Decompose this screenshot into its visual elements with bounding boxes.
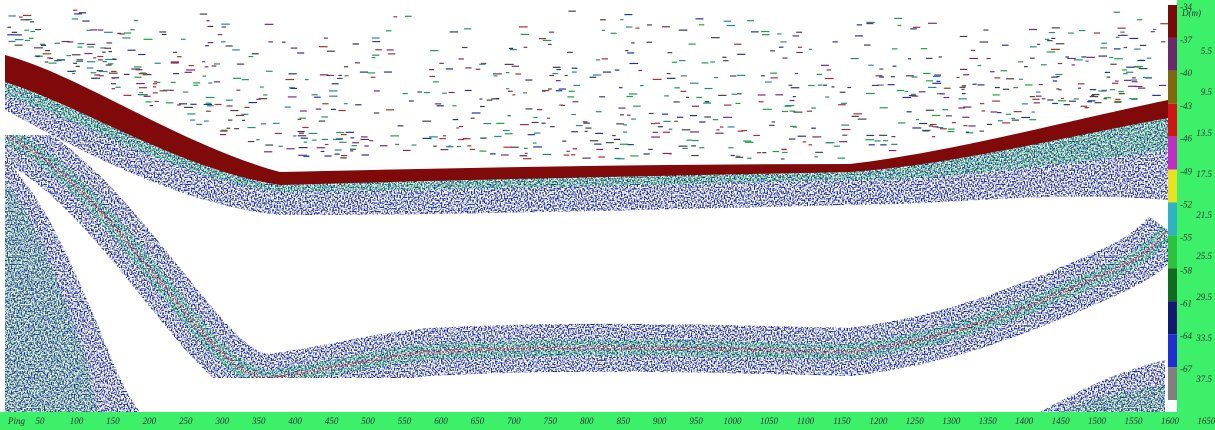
x-tick-label: 950 (689, 416, 703, 426)
x-tick-label: 600 (434, 416, 448, 426)
x-tick-label: 1150 (833, 416, 851, 426)
depth-tick-label: 25.5 (1196, 251, 1212, 261)
color-segment (1168, 268, 1177, 301)
x-tick-label: 500 (361, 416, 375, 426)
color-segment (1168, 137, 1177, 170)
x-tick-label: 1100 (797, 416, 815, 426)
x-tick-label: 1500 (1088, 416, 1107, 426)
color-scale-label: -49 (1180, 167, 1192, 177)
x-tick-label: 750 (544, 416, 558, 426)
x-tick-label: 350 (251, 416, 266, 426)
depth-tick-label: 21.5 (1196, 210, 1212, 220)
color-segment (1168, 367, 1177, 400)
depth-tick-label: 13.5 (1196, 128, 1212, 138)
x-tick-label: 800 (580, 416, 594, 426)
x-tick-label: 300 (215, 416, 230, 426)
x-tick-label: 1050 (760, 416, 779, 426)
color-scale-label: -40 (1180, 68, 1192, 78)
x-tick-label: 100 (70, 416, 84, 426)
echogram-window: Ping D(m) 501001502002503003504004505005… (0, 0, 1215, 430)
x-tick-label: 1650 (1197, 416, 1215, 426)
color-segment (1168, 5, 1177, 38)
x-tick-label: 200 (143, 416, 157, 426)
x-tick-label: 1450 (1052, 416, 1071, 426)
x-tick-label: 1600 (1161, 416, 1180, 426)
color-segment (1168, 104, 1177, 137)
x-tick-label: 650 (471, 416, 485, 426)
depth-tick-label: 29.5 (1196, 292, 1212, 302)
x-tick-label: 1300 (942, 416, 961, 426)
depth-tick-label: 5.5 (1201, 46, 1213, 56)
x-tick-label: 1550 (1125, 416, 1144, 426)
x-tick-label: 900 (653, 416, 667, 426)
x-tick-label: 1000 (724, 416, 743, 426)
x-tick-label: 1200 (869, 416, 888, 426)
color-scale-label: -61 (1180, 298, 1192, 308)
x-tick-label: 50 (36, 416, 46, 426)
color-segment (1168, 334, 1177, 367)
x-tick-label: 400 (288, 416, 302, 426)
x-tick-label: 250 (179, 416, 193, 426)
depth-tick-label: 9.5 (1201, 87, 1213, 97)
color-scale-label: -37 (1180, 35, 1192, 45)
x-tick-label: 550 (398, 416, 412, 426)
color-segment (1168, 235, 1177, 268)
color-scale-label: -43 (1180, 101, 1192, 111)
color-scale-label: -46 (1180, 134, 1192, 144)
x-tick-label: 1400 (1015, 416, 1034, 426)
color-segment (1168, 203, 1177, 236)
depth-tick-label: 17.5 (1196, 169, 1212, 179)
x-tick-label: 850 (616, 416, 630, 426)
color-scale-label: -34 (1180, 2, 1192, 12)
color-segment (1168, 170, 1177, 203)
color-scale-label: -55 (1180, 232, 1192, 242)
depth-tick-label: 37.5 (1195, 374, 1212, 384)
x-tick-label: 1250 (906, 416, 925, 426)
x-tick-label: 1350 (979, 416, 998, 426)
x-axis-label: Ping (7, 416, 25, 426)
x-tick-label: 450 (325, 416, 339, 426)
color-scale-label: -58 (1180, 265, 1192, 275)
x-tick-label: 700 (507, 416, 521, 426)
color-scale-label: -52 (1180, 200, 1192, 210)
color-scale-label: -67 (1180, 364, 1192, 374)
color-segment (1168, 71, 1177, 104)
color-segment (1168, 38, 1177, 71)
x-tick-label: 150 (106, 416, 120, 426)
color-scale-label: -64 (1180, 331, 1192, 341)
depth-tick-label: 33.5 (1195, 333, 1212, 343)
color-segment (1168, 301, 1177, 334)
